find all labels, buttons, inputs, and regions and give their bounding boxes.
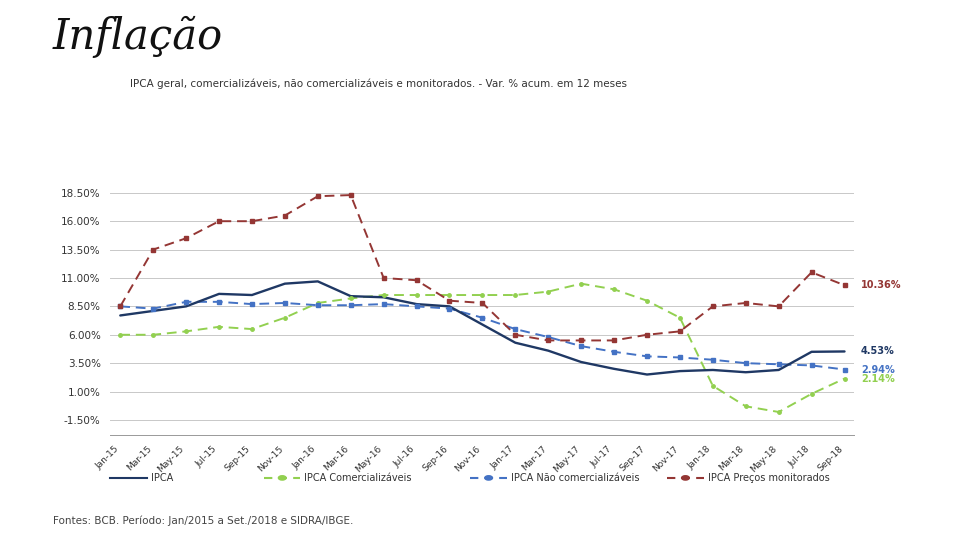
Text: IPCA: IPCA	[151, 473, 173, 483]
Text: 2.14%: 2.14%	[861, 374, 895, 383]
Text: Fontes: BCB. Período: Jan/2015 a Set./2018 e SIDRA/IBGE.: Fontes: BCB. Período: Jan/2015 a Set./20…	[53, 516, 353, 526]
Text: Inflação: Inflação	[53, 16, 223, 58]
Text: 10.36%: 10.36%	[861, 280, 901, 291]
Text: IPCA Preços monitorados: IPCA Preços monitorados	[708, 473, 829, 483]
Text: 4.53%: 4.53%	[861, 347, 895, 356]
Text: IPCA Não comercializáveis: IPCA Não comercializáveis	[511, 473, 639, 483]
Text: IPCA geral, comercializáveis, não comercializáveis e monitorados. - Var. % acum.: IPCA geral, comercializáveis, não comerc…	[130, 78, 627, 89]
Text: 2.94%: 2.94%	[861, 364, 895, 375]
Text: IPCA Comercializáveis: IPCA Comercializáveis	[304, 473, 412, 483]
